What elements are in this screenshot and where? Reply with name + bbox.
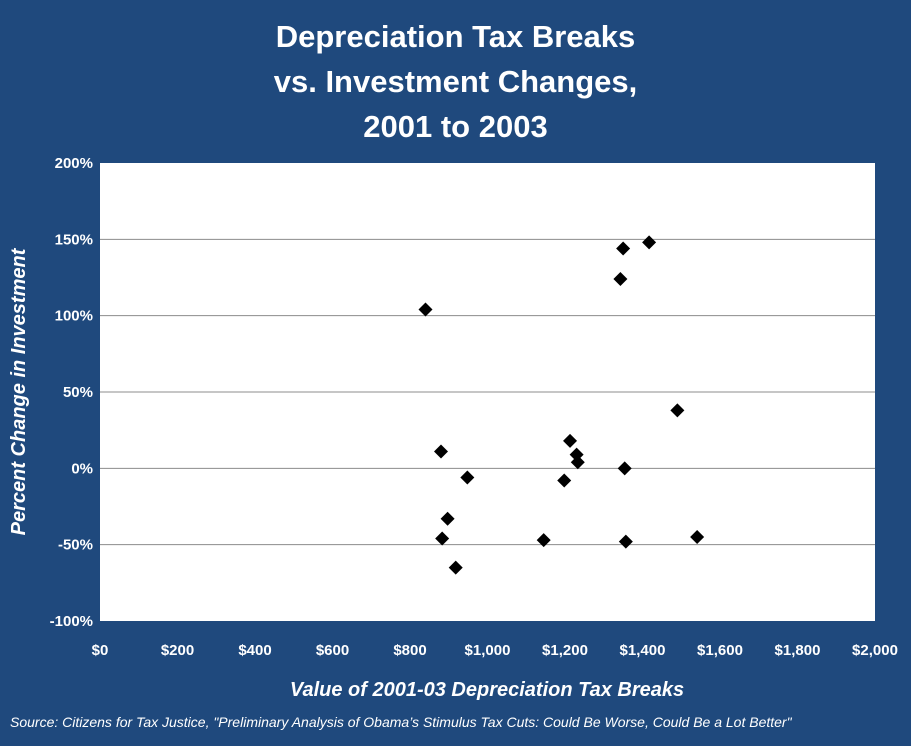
x-tick-label: $1,000 [465,642,511,659]
y-tick-label: -100% [50,613,93,630]
data-point [435,531,450,546]
data-point [440,511,455,526]
source-note: Source: Citizens for Tax Justice, "Preli… [10,714,792,730]
data-point [418,302,433,317]
data-point [570,455,585,470]
data-point [448,560,463,575]
y-tick-label: 0% [71,460,93,477]
chart-title-line-3: 2001 to 2003 [363,109,548,144]
data-point [563,433,578,448]
x-tick-label: $400 [238,642,271,659]
x-tick-label: $0 [92,642,109,659]
x-tick-label: $1,200 [542,642,588,659]
data-point [613,272,628,287]
x-axis-ticks: $0 $200 $400 $600 $800 $1,000 $1,200 $1,400 $1,6… [92,642,898,659]
y-tick-label: 100% [55,308,93,325]
y-tick-label: 200% [55,155,93,172]
data-point [557,473,572,488]
data-point [642,235,657,250]
x-tick-label: $800 [393,642,426,659]
data-point [434,444,448,459]
y-tick-label: -50% [58,537,93,554]
gridlines [100,238,875,546]
data-point [536,533,551,548]
chart-title-line-1: Depreciation Tax Breaks [275,19,636,54]
x-tick-label: $600 [316,642,349,659]
x-tick-label: $2,000 [852,642,898,659]
x-tick-label: $200 [161,642,194,659]
chart-title: Depreciation Tax Breaks vs. Investment C… [0,14,911,149]
y-axis-ticks: -100% -50% 0% 50% 100% 150% 200% [50,155,93,630]
x-tick-label: $1,400 [620,642,666,659]
data-point [616,241,631,256]
data-point [690,530,705,545]
data-point [617,461,632,476]
data-point [460,470,475,485]
y-tick-label: 50% [63,384,93,401]
y-axis-label: Percent Change in Investment [8,247,30,535]
data-points [418,235,705,575]
chart-title-line-2: vs. Investment Changes, [273,64,638,99]
data-point [670,403,685,418]
x-tick-label: $1,800 [775,642,821,659]
data-point [618,534,633,549]
y-tick-label: 150% [55,231,93,248]
x-axis-label: Value of 2001-03 Depreciation Tax Breaks [290,679,684,701]
x-tick-label: $1,600 [697,642,743,659]
